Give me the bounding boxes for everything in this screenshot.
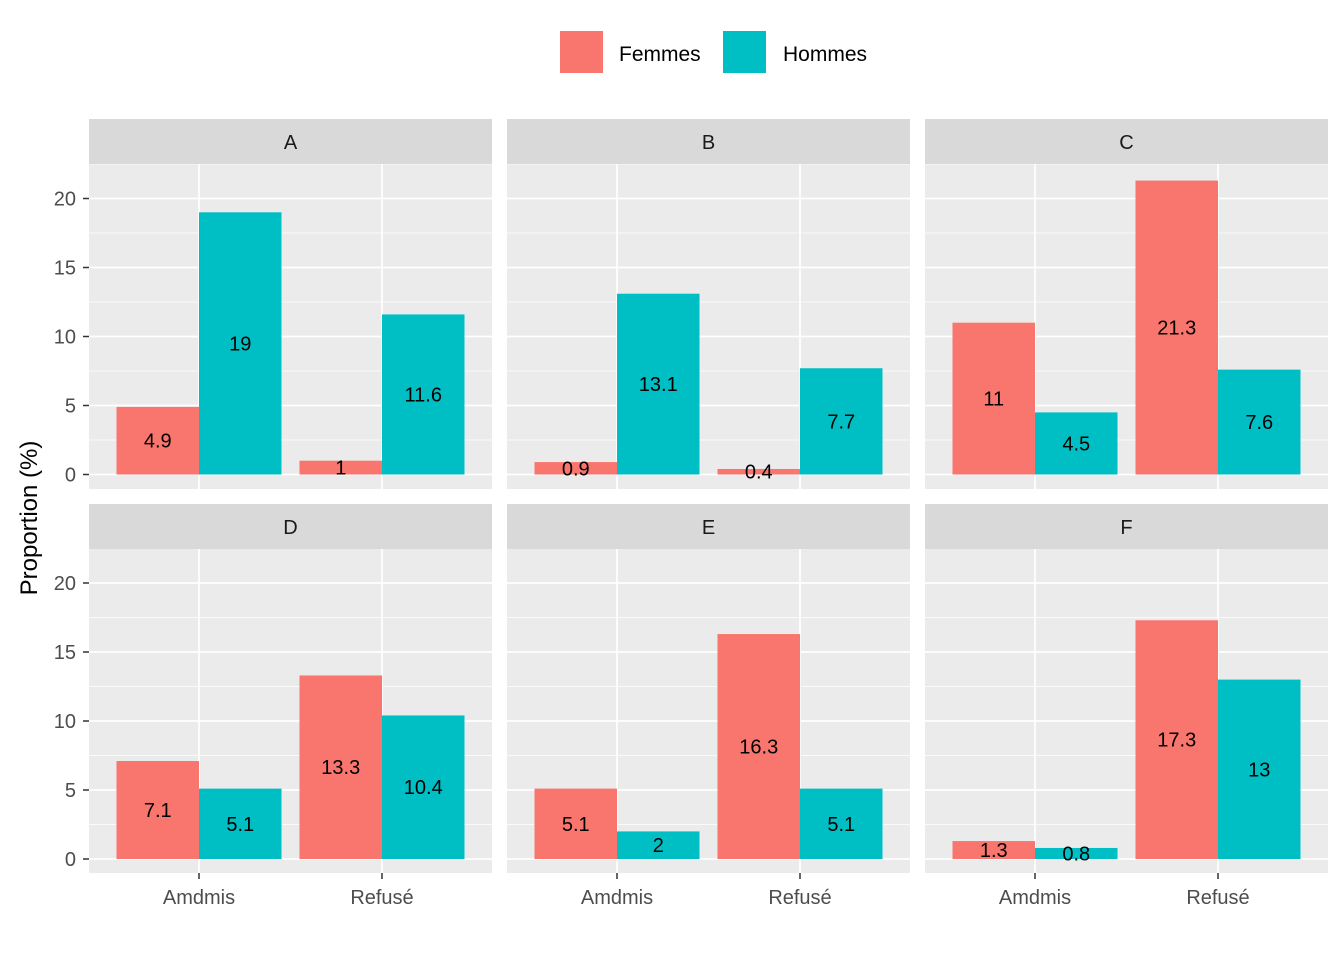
facet-strip-label: B [702, 132, 715, 154]
y-axes: 0 5 10 15 20 0 5 10 15 20 [54, 189, 89, 871]
facet-panel-d: D 7.1 13.3 5.1 10.4 [89, 504, 492, 873]
bar-hommes [1035, 412, 1118, 475]
bar-hommes [1035, 847, 1118, 859]
data-label: 11.6 [405, 384, 442, 406]
bar-hommes [800, 788, 883, 859]
data-label: 4.5 [1062, 433, 1090, 455]
data-label: 4.9 [144, 431, 172, 453]
data-label: 13.3 [321, 757, 360, 779]
bar-hommes [1218, 369, 1301, 475]
data-label: 5.1 [827, 814, 855, 836]
y-tick-label: 20 [54, 189, 76, 211]
facet-strip [507, 119, 910, 164]
facet-strip-label: C [1119, 132, 1133, 154]
data-label: 0.4 [745, 462, 773, 484]
bar-femmes [116, 406, 199, 475]
y-tick-label: 15 [54, 642, 76, 664]
legend-key-hommes [723, 31, 766, 73]
data-label: 2 [653, 835, 664, 857]
data-label: 17.3 [1157, 730, 1196, 752]
facet-panel-a: A 4.9 1 19 11.6 [89, 119, 492, 489]
x-tick-label: Refusé [1186, 887, 1249, 909]
data-label: 7.6 [1245, 412, 1273, 434]
bar-femmes [952, 322, 1035, 475]
data-label: 5.1 [226, 814, 254, 836]
x-tick-label: Amdmis [581, 887, 653, 909]
bar-hommes [382, 314, 465, 475]
y-tick-label: 5 [65, 780, 76, 802]
facet-strip [89, 119, 492, 164]
bar-hommes [1218, 679, 1301, 859]
facet-strip-label: D [283, 517, 297, 539]
bar-femmes [717, 468, 800, 475]
data-label: 5.1 [562, 814, 590, 836]
data-label: 19 [229, 333, 251, 355]
data-label: 21.3 [1157, 318, 1196, 340]
facet-strip-label: E [702, 517, 715, 539]
bar-femmes [299, 675, 382, 859]
facet-strip-label: F [1120, 517, 1132, 539]
data-label: 1.3 [980, 840, 1008, 862]
data-label: 7.7 [827, 411, 855, 433]
y-tick-label: 10 [54, 327, 76, 349]
bar-femmes [299, 460, 382, 475]
data-label: 0.9 [562, 458, 590, 480]
y-tick-label: 10 [54, 711, 76, 733]
y-axis-title: Proportion (%) [16, 441, 43, 596]
data-label: 13 [1248, 759, 1270, 781]
bar-femmes [952, 841, 1035, 859]
data-label: 0.8 [1062, 843, 1090, 865]
bar-hommes [382, 715, 465, 859]
y-tick-label: 5 [65, 396, 76, 418]
bar-femmes [717, 634, 800, 859]
y-tick-label: 20 [54, 573, 76, 595]
data-label: 16.3 [739, 737, 778, 759]
x-axes: Amdmis Refusé Amdmis Refusé Amdmis Refusé [163, 873, 1250, 909]
bar-femmes [116, 761, 199, 859]
y-tick-label: 15 [54, 258, 76, 280]
bar-hommes [800, 368, 883, 475]
y-tick-label: 0 [65, 465, 76, 487]
legend-label-hommes: Hommes [783, 43, 867, 66]
facet-strip [89, 504, 492, 549]
bar-femmes [1135, 180, 1218, 475]
facet-strip [507, 504, 910, 549]
legend-key-femmes [560, 31, 603, 73]
facet-strip [925, 504, 1328, 549]
facet-strip-label: A [284, 132, 298, 154]
bar-femmes [534, 788, 617, 859]
data-label: 13.1 [639, 374, 678, 396]
data-label: 10.4 [404, 777, 443, 799]
x-tick-label: Amdmis [163, 887, 235, 909]
facet-panel-b: B 0.9 0.4 13.1 7.7 [507, 119, 910, 489]
facet-panel-c: C 11 21.3 4.5 7.6 [925, 119, 1328, 489]
bar-femmes [534, 462, 617, 475]
bar-femmes [1135, 620, 1218, 859]
facet-panel-e: E 5.1 16.3 2 5.1 [507, 504, 910, 873]
bar-hommes [617, 293, 700, 475]
data-label: 11 [983, 389, 1004, 411]
y-tick-label: 0 [65, 849, 76, 871]
data-label: 1 [335, 458, 346, 480]
legend-label-femmes: Femmes [619, 43, 701, 66]
bar-hommes [199, 212, 282, 475]
legend: Femmes Hommes [560, 31, 867, 73]
bar-hommes [199, 788, 282, 859]
facet-panel-f: F 1.3 17.3 0.8 13 [925, 504, 1328, 873]
x-tick-label: Refusé [768, 887, 831, 909]
x-tick-label: Amdmis [999, 887, 1071, 909]
facet-strip [925, 119, 1328, 164]
bar-hommes [617, 831, 700, 859]
x-tick-label: Refusé [350, 887, 413, 909]
data-label: 7.1 [144, 800, 172, 822]
